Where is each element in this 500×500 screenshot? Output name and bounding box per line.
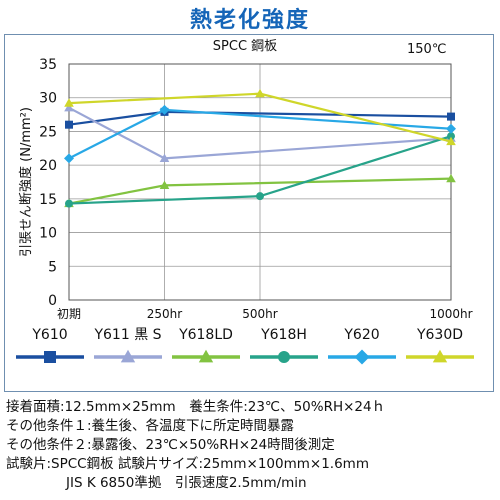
y-tick-label: 35 bbox=[39, 57, 57, 73]
legend-marker bbox=[278, 351, 290, 363]
data-point bbox=[446, 136, 456, 146]
legend-marker bbox=[44, 351, 56, 363]
y-tick-label: 5 bbox=[48, 259, 57, 275]
data-point bbox=[256, 192, 264, 201]
y-axis-label: 引張せん断強度 (N/mm²) bbox=[18, 107, 34, 257]
legend-label: Y618H bbox=[260, 327, 307, 343]
data-point bbox=[159, 153, 170, 162]
data-point bbox=[446, 173, 456, 183]
notes: 接着面積:12.5mm×25mm 養生条件:23℃、50%RH×24ｈ その他条… bbox=[6, 398, 496, 493]
note-line: その他条件１:養生後、各温度下に所定時間暴露 bbox=[6, 418, 295, 434]
y-tick-label: 0 bbox=[48, 293, 57, 309]
legend-marker bbox=[120, 349, 136, 363]
legend-marker bbox=[432, 349, 448, 363]
chart: SPCC 鋼板 150℃ 0 5 10 15 20 25 30 35 初期 250hr 500hr 100… bbox=[16, 39, 474, 365]
legend-label: Y610 bbox=[31, 327, 67, 343]
data-point bbox=[65, 120, 73, 129]
page-title: 熱老化強度 bbox=[189, 8, 310, 33]
x-tick-label: 初期 bbox=[57, 307, 81, 321]
data-point bbox=[64, 98, 74, 107]
x-tick-label: 250hr bbox=[147, 307, 183, 321]
chart-frame: SPCC 鋼板 150℃ 0 5 10 15 20 25 30 35 初期 250hr 500hr 100… bbox=[4, 34, 494, 392]
legend-marker bbox=[354, 349, 370, 365]
data-point bbox=[64, 153, 74, 164]
chart-annotation: 150℃ bbox=[407, 42, 446, 57]
data-point bbox=[159, 180, 170, 189]
y-tick-label: 25 bbox=[39, 124, 57, 140]
legend-label: Y618LD bbox=[178, 327, 233, 343]
data-point bbox=[64, 103, 74, 112]
legend-label: Y630D bbox=[416, 327, 463, 343]
x-tick-label: 500hr bbox=[242, 307, 278, 321]
data-point bbox=[447, 132, 455, 141]
note-line: JIS K 6850準拠 引張速度2.5mm/min bbox=[66, 475, 307, 491]
chart-title: SPCC 鋼板 bbox=[213, 39, 277, 54]
data-point bbox=[447, 112, 455, 121]
legend-label: Y620 bbox=[343, 327, 379, 343]
data-point bbox=[255, 88, 265, 98]
y-tick-label: 10 bbox=[39, 226, 57, 242]
legend-marker bbox=[198, 349, 214, 363]
data-point bbox=[159, 104, 170, 115]
legend-label: Y611 黒 S bbox=[93, 327, 161, 343]
y-tick-label: 15 bbox=[39, 192, 57, 208]
note-line: その他条件２:暴露後、23℃×50%RH×24時間後測定 bbox=[6, 437, 335, 453]
y-tick-label: 30 bbox=[39, 91, 57, 107]
data-point bbox=[446, 123, 456, 134]
y-tick-label: 20 bbox=[39, 158, 57, 174]
note-line: 接着面積:12.5mm×25mm 養生条件:23℃、50%RH×24ｈ bbox=[6, 399, 386, 415]
data-point bbox=[65, 199, 73, 208]
x-tick-label: 1000hr bbox=[429, 307, 472, 321]
note-line: 試験片:SPCC鋼板 試験片サイズ:25mm×100mm×1.6mm bbox=[6, 456, 369, 472]
